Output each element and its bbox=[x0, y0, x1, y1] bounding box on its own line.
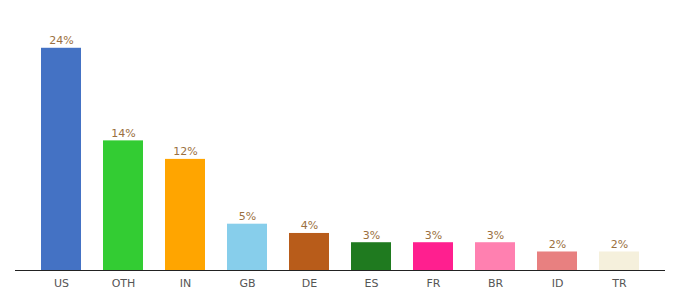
svg-text:14%: 14% bbox=[111, 127, 135, 140]
svg-text:BR: BR bbox=[488, 277, 504, 290]
svg-text:TR: TR bbox=[611, 277, 627, 290]
svg-text:ES: ES bbox=[365, 277, 379, 290]
svg-text:12%: 12% bbox=[173, 145, 197, 158]
svg-text:4%: 4% bbox=[301, 219, 318, 232]
svg-text:2%: 2% bbox=[549, 238, 566, 251]
svg-text:US: US bbox=[54, 277, 69, 290]
svg-text:DE: DE bbox=[302, 277, 317, 290]
svg-text:3%: 3% bbox=[425, 229, 442, 242]
svg-text:24%: 24% bbox=[49, 34, 73, 47]
svg-text:3%: 3% bbox=[487, 229, 504, 242]
svg-text:3%: 3% bbox=[363, 229, 380, 242]
svg-text:IN: IN bbox=[180, 277, 191, 290]
svg-text:2%: 2% bbox=[611, 238, 628, 251]
svg-text:ID: ID bbox=[552, 277, 564, 290]
svg-text:5%: 5% bbox=[239, 210, 256, 223]
svg-text:OTH: OTH bbox=[112, 277, 136, 290]
svg-text:FR: FR bbox=[427, 277, 441, 290]
svg-text:GB: GB bbox=[239, 277, 255, 290]
